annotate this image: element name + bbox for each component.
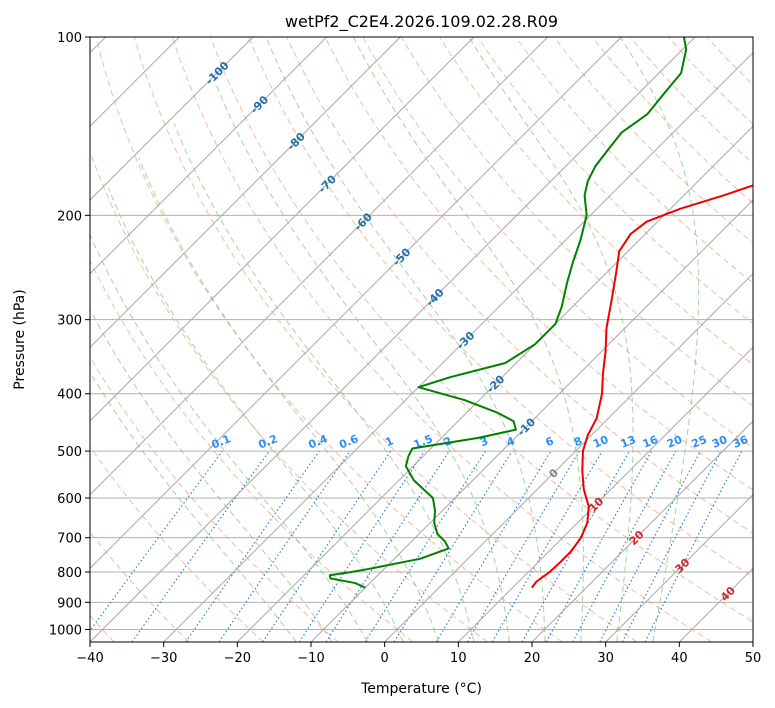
x-tick-label: −10 xyxy=(297,651,324,666)
profile-series xyxy=(328,37,753,589)
moist-adiabat xyxy=(265,37,546,642)
y-tick-label: 300 xyxy=(57,314,82,329)
x-tick-label: −40 xyxy=(76,651,103,666)
dry-adiabat xyxy=(515,37,753,284)
mixing-ratio-label: 10 xyxy=(591,433,610,451)
y-tick-label: 600 xyxy=(57,492,82,507)
skewed-isotherm xyxy=(605,493,753,642)
x-tick-label: 10 xyxy=(450,651,467,666)
dry-adiabat xyxy=(400,37,753,407)
x-tick-label: 40 xyxy=(671,651,688,666)
y-tick-label: 900 xyxy=(57,596,82,611)
moist-adiabat xyxy=(90,371,297,642)
dry-adiabat xyxy=(95,37,563,642)
skewed-isotherm xyxy=(457,346,753,642)
mixing-ratio-line xyxy=(393,450,513,642)
plot-frame xyxy=(89,36,754,643)
moist-adiabat xyxy=(353,37,584,642)
mixing-ratio-line xyxy=(545,450,653,642)
y-tick-label: 400 xyxy=(57,388,82,403)
y-axis: 100 200 300 400 500 600 700 800 900 1000 xyxy=(49,31,90,638)
skewed-isotherm xyxy=(90,37,696,642)
dry-adiabat xyxy=(438,37,753,366)
skewed-isotherm xyxy=(90,37,475,422)
moist-adiabat xyxy=(107,188,404,642)
x-tick-label: −20 xyxy=(224,651,251,666)
skewed-isotherm xyxy=(90,37,401,349)
mixing-ratio-label: 16 xyxy=(641,433,660,451)
y-tick-label: 500 xyxy=(57,445,82,460)
x-axis: −40 −30 −20 −10 0 10 20 30 40 50 xyxy=(76,642,761,666)
skewed-isotherm xyxy=(163,51,753,642)
dry-adiabat xyxy=(90,445,264,642)
mixing-ratio-line xyxy=(298,450,425,642)
mixing-ratio-line xyxy=(131,450,270,642)
skewed-isotherm xyxy=(531,420,753,642)
dry-adiabat xyxy=(171,37,712,642)
skewed-isotherms xyxy=(90,37,753,642)
mixing-ratio-lines xyxy=(90,450,743,642)
moist-adiabat xyxy=(215,83,510,642)
moist-adiabat xyxy=(90,308,333,642)
x-tick-label: 0 xyxy=(381,651,389,666)
mixing-ratio-line xyxy=(218,450,351,642)
dry-adiabats xyxy=(90,37,753,642)
mixing-ratio-line xyxy=(185,450,320,642)
temperature-profile xyxy=(531,184,753,589)
y-axis-label: Pressure (hPa) xyxy=(12,289,28,389)
moist-adiabat xyxy=(620,37,700,642)
plot-area: -100-90-80-70-60-50-40-30-20-10010203040… xyxy=(90,37,753,642)
skewed-isotherm xyxy=(90,37,328,275)
mixing-ratio-line xyxy=(90,450,223,632)
mixing-ratio-label: 3 xyxy=(478,434,490,449)
mixing-ratio-label: 30 xyxy=(710,433,729,451)
skewed-isotherm xyxy=(90,37,254,201)
mixing-ratio-label: 36 xyxy=(731,433,750,451)
skewed-isotherm xyxy=(310,199,753,642)
y-tick-label: 100 xyxy=(57,31,82,46)
chart-title: wetPf2_C2E4.2026.109.02.28.R09 xyxy=(285,12,558,32)
mixing-ratio-label: 1 xyxy=(383,434,395,449)
x-tick-label: 30 xyxy=(597,651,614,666)
y-tick-label: 200 xyxy=(57,209,82,224)
mixing-ratio-label: 8 xyxy=(572,434,584,449)
x-tick-label: 50 xyxy=(745,651,762,666)
mixing-ratio-line xyxy=(325,450,450,642)
y-tick-label: 1000 xyxy=(49,623,82,638)
mixing-ratio-label: 25 xyxy=(690,433,709,451)
moist-adiabat xyxy=(90,233,369,642)
y-tick-label: 700 xyxy=(57,532,82,547)
dry-adiabat xyxy=(90,150,488,642)
mixing-ratio-line xyxy=(262,450,392,642)
dry-adiabat xyxy=(476,37,753,325)
pressure-grid xyxy=(90,37,753,630)
dry-adiabat xyxy=(90,259,414,642)
dewpoint-profile xyxy=(328,37,688,589)
mixing-ratio-line xyxy=(572,450,677,642)
mixing-ratio-line xyxy=(521,450,630,642)
moist-adiabat xyxy=(173,123,475,642)
skewed-isotherm xyxy=(90,37,549,496)
mixing-ratio-label: 20 xyxy=(665,433,684,451)
dry-adiabat xyxy=(90,356,339,642)
mixing-ratio-line xyxy=(644,450,743,642)
x-tick-label: −30 xyxy=(150,651,177,666)
dry-adiabat xyxy=(209,37,753,623)
skewed-isotherm xyxy=(384,272,753,642)
skewed-isotherm xyxy=(90,37,622,570)
mixing-ratio-label: 13 xyxy=(619,433,638,451)
x-tick-label: 20 xyxy=(524,651,541,666)
x-axis-label: Temperature (°C) xyxy=(360,681,482,697)
y-tick-label: 800 xyxy=(57,566,82,581)
